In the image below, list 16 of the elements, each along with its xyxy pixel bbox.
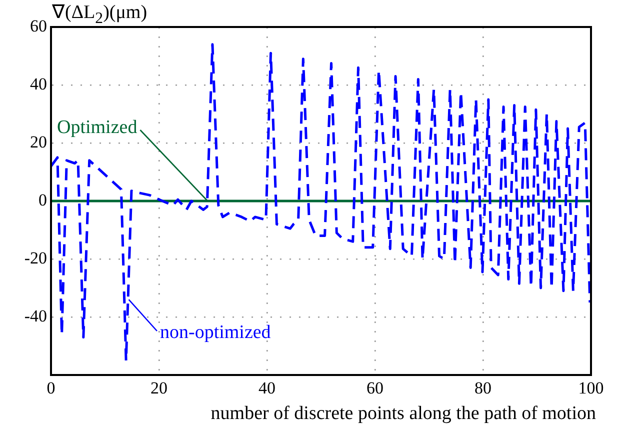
annotation: Optimized [57, 116, 138, 138]
x-axis-title: number of discrete points along the path of motion [210, 402, 596, 424]
y-tick-label: 60 [30, 16, 47, 36]
y-axis-title: ∇(ΔL$_{2}$)(μm) [52, 1, 148, 28]
y-tick-label: -20 [24, 248, 47, 268]
x-tick-label: 60 [366, 378, 384, 398]
y-tick-label: 20 [30, 132, 47, 152]
y-tick-label: -40 [24, 306, 47, 326]
line-series [51, 43, 591, 362]
x-tick-label: 100 [578, 378, 604, 398]
x-tick-label: 80 [474, 378, 492, 398]
y-tick-label: 40 [30, 74, 47, 94]
annotation: non-optimized [160, 322, 272, 343]
y-tick-label: 0 [38, 190, 47, 210]
x-tick-label: 40 [258, 378, 276, 398]
x-tick-label: 20 [150, 378, 168, 398]
